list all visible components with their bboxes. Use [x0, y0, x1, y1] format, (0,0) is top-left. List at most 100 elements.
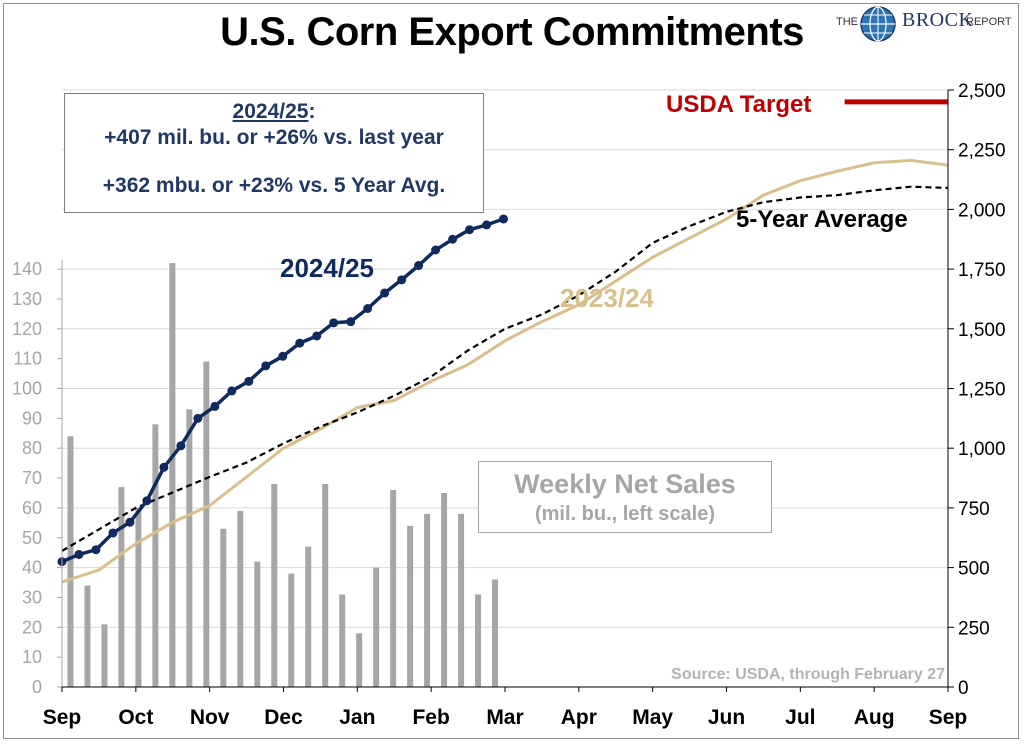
series-label-5-year-average: 5-Year Average	[736, 206, 908, 233]
left-axis-tick-label: 110	[13, 349, 42, 369]
x-axis-tick-label: Dec	[264, 706, 303, 729]
x-axis-tick-label: Mar	[486, 706, 523, 729]
series-label-2024-25: 2024/25	[280, 253, 374, 283]
weekly-sales-bar	[67, 436, 74, 687]
series-point-2024-25	[125, 517, 135, 527]
x-axis-tick-label: Nov	[190, 706, 230, 729]
series-line-2023-24	[61, 158, 949, 584]
weekly-sales-bar	[373, 567, 380, 687]
series-label-usda-target: USDA Target	[666, 91, 811, 118]
left-axis-tick-label: 130	[12, 289, 42, 309]
left-axis-tick-label: 120	[12, 319, 42, 339]
series-point-2024-25	[431, 245, 441, 255]
weekly-sales-bar	[152, 424, 159, 687]
right-axis-tick-label: 0	[958, 678, 969, 699]
series-labels: 2024/25 2023/24 5-Year Average USDA Target	[280, 91, 908, 313]
series-point-2024-25	[414, 261, 424, 271]
right-axis-tick-label: 1,500	[958, 320, 1006, 341]
axes: 02505007501,0001,2501,5001,7502,0002,250…	[12, 81, 1006, 729]
series-point-2024-25	[227, 386, 237, 396]
weekly-sales-bar	[254, 561, 261, 687]
x-axis-tick-label: May	[632, 706, 673, 729]
series-line-5-year-average	[61, 185, 949, 552]
series-point-2024-25	[91, 545, 101, 555]
weekly-sales-bar	[441, 492, 448, 687]
left-axis-tick-label: 60	[22, 498, 42, 518]
weekly-sales-bars	[67, 263, 499, 687]
chart-title: U.S. Corn Export Commitments	[220, 10, 804, 54]
left-axis-tick-label: 20	[22, 617, 42, 637]
summary-box: 2024/25: +407 mil. bu. or +26% vs. last …	[64, 93, 484, 213]
x-axis-tick-label: Sep	[43, 706, 82, 729]
weekly-sales-legend-title: Weekly Net Sales	[514, 469, 736, 499]
series-point-2024-25	[74, 549, 84, 559]
weekly-sales-legend-box: Weekly Net Sales (mil. bu., left scale)	[478, 461, 772, 533]
weekly-sales-bar	[407, 525, 414, 687]
series-point-2024-25	[244, 376, 254, 386]
weekly-sales-bar	[424, 513, 431, 687]
x-axis-tick-label: Sep	[929, 706, 968, 729]
weekly-sales-bar	[288, 573, 295, 687]
left-axis-tick-label: 90	[22, 408, 42, 428]
series-point-2024-25	[397, 275, 407, 285]
weekly-sales-bar	[118, 487, 125, 687]
summary-heading: 2024/25:	[65, 100, 483, 124]
summary-line-vs-last-year: +407 mil. bu. or +26% vs. last year	[104, 126, 444, 149]
weekly-sales-bar	[84, 585, 91, 687]
left-axis-tick-label: 140	[12, 259, 42, 279]
left-axis-tick-label: 10	[22, 647, 42, 667]
left-axis-tick-label: 80	[22, 438, 42, 458]
weekly-sales-bar	[492, 579, 499, 687]
x-axis-tick-label: Jan	[339, 706, 375, 729]
series-point-2024-25	[346, 317, 356, 327]
summary-heading-colon: :	[308, 100, 316, 123]
left-axis-tick-label: 100	[12, 379, 42, 399]
right-axis-tick-label: 2,500	[958, 81, 1006, 102]
series-point-2024-25	[465, 225, 475, 235]
right-axis-tick-label: 2,250	[958, 141, 1006, 162]
weekly-sales-bar	[322, 484, 329, 687]
weekly-sales-bar	[356, 633, 363, 687]
series-label-2023-24: 2023/24	[560, 283, 655, 313]
series-lines	[57, 99, 949, 584]
right-axis-tick-label: 2,000	[958, 200, 1006, 221]
logo-the-text: THE	[836, 16, 858, 28]
brock-report-logo: THE BROCK REPORT	[836, 4, 1021, 44]
chart-frame	[3, 3, 1019, 739]
source-note: Source: USDA, through February 27	[671, 666, 945, 683]
series-point-2024-25	[380, 288, 390, 298]
x-axis-tick-label: Aug	[854, 706, 895, 729]
series-point-2024-25	[176, 441, 186, 451]
series-point-2024-25	[261, 361, 271, 371]
left-axis-tick-label: 30	[22, 587, 42, 607]
right-axis-tick-label: 250	[958, 618, 990, 639]
weekly-sales-bar	[458, 513, 465, 687]
right-axis-tick-label: 1,250	[958, 380, 1006, 401]
right-axis-tick-label: 1,750	[958, 260, 1006, 281]
series-point-2024-25	[278, 351, 288, 361]
logo-report-text: REPORT	[966, 16, 1012, 28]
x-axis-tick-label: Jun	[708, 706, 745, 729]
summary-heading-year: 2024/25	[232, 100, 309, 123]
x-axis-tick-label: Apr	[561, 706, 597, 729]
weekly-sales-bar	[475, 594, 482, 687]
series-point-2024-25	[312, 331, 322, 341]
weekly-sales-bar	[390, 489, 397, 687]
series-point-2024-25	[159, 462, 169, 472]
right-axis-tick-label: 1,000	[958, 439, 1006, 460]
weekly-sales-bar	[305, 546, 312, 687]
left-axis-tick-label: 50	[22, 528, 42, 548]
weekly-sales-bar	[186, 409, 193, 687]
weekly-sales-bar	[169, 263, 176, 687]
series-point-2024-25	[482, 220, 492, 230]
series-point-2024-25	[210, 401, 220, 411]
logo-brock-text: BROCK	[902, 9, 974, 31]
weekly-sales-bar	[220, 528, 227, 687]
left-axis-tick-label: 40	[22, 558, 42, 578]
weekly-sales-bar	[135, 507, 142, 687]
weekly-sales-bar	[203, 361, 210, 687]
x-axis-tick-label: Feb	[412, 706, 449, 729]
x-axis-tick-label: Oct	[118, 706, 153, 729]
left-axis-tick-label: 70	[22, 468, 42, 488]
